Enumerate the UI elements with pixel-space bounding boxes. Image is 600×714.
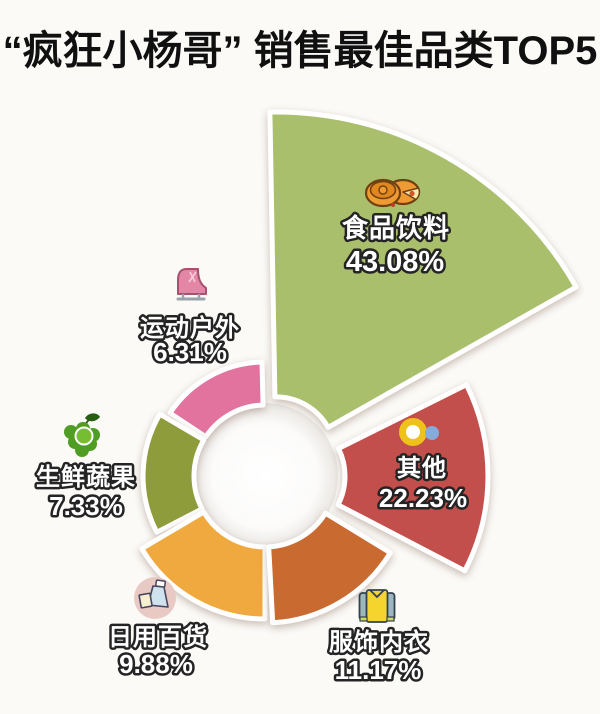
slice-label-clothing-underwear: 服饰内衣 (329, 628, 429, 656)
slice-value-food-beverage: 43.08% (346, 246, 445, 278)
slice-value-clothing-underwear: 11.17% (335, 655, 422, 685)
skate-icon (176, 268, 207, 301)
donut-hole (192, 403, 338, 549)
slice-value-fresh-produce: 7.33% (49, 491, 123, 521)
page-title: “疯狂小杨哥” 销售最佳品类TOP5 (2, 29, 598, 73)
slice-label-sports-outdoor: 运动户外 (140, 314, 240, 342)
slice-value-sports-outdoor: 6.31% (153, 337, 227, 367)
slices-layer (139, 109, 579, 626)
slice-sports-outdoor (167, 359, 266, 440)
slice-value-other: 22.23% (379, 483, 467, 513)
mooncake-icon (364, 178, 421, 208)
sweater-icon (358, 589, 396, 623)
labels-layer: 食品饮料 43.08% 其他 22.23% 服饰内衣 11.17% (34, 178, 470, 688)
slice-label-other: 其他 (397, 455, 447, 482)
slice-other (335, 382, 491, 574)
slice-label-fresh-produce: 生鲜蔬果 (36, 463, 136, 491)
slice-value-daily-goods: 9.88% (119, 649, 193, 679)
slice-clothing-underwear (266, 510, 393, 626)
grapes-icon (64, 413, 100, 457)
slice-daily-goods (139, 509, 268, 622)
hoop-ball-icon (399, 418, 439, 446)
slice-label-daily-goods: 日用百货 (108, 623, 208, 651)
toiletries-icon (134, 577, 176, 619)
slice-fresh-produce (140, 411, 207, 535)
slice-food-beverage (267, 109, 579, 430)
slice-label-food-beverage: 食品饮料 (342, 213, 450, 243)
